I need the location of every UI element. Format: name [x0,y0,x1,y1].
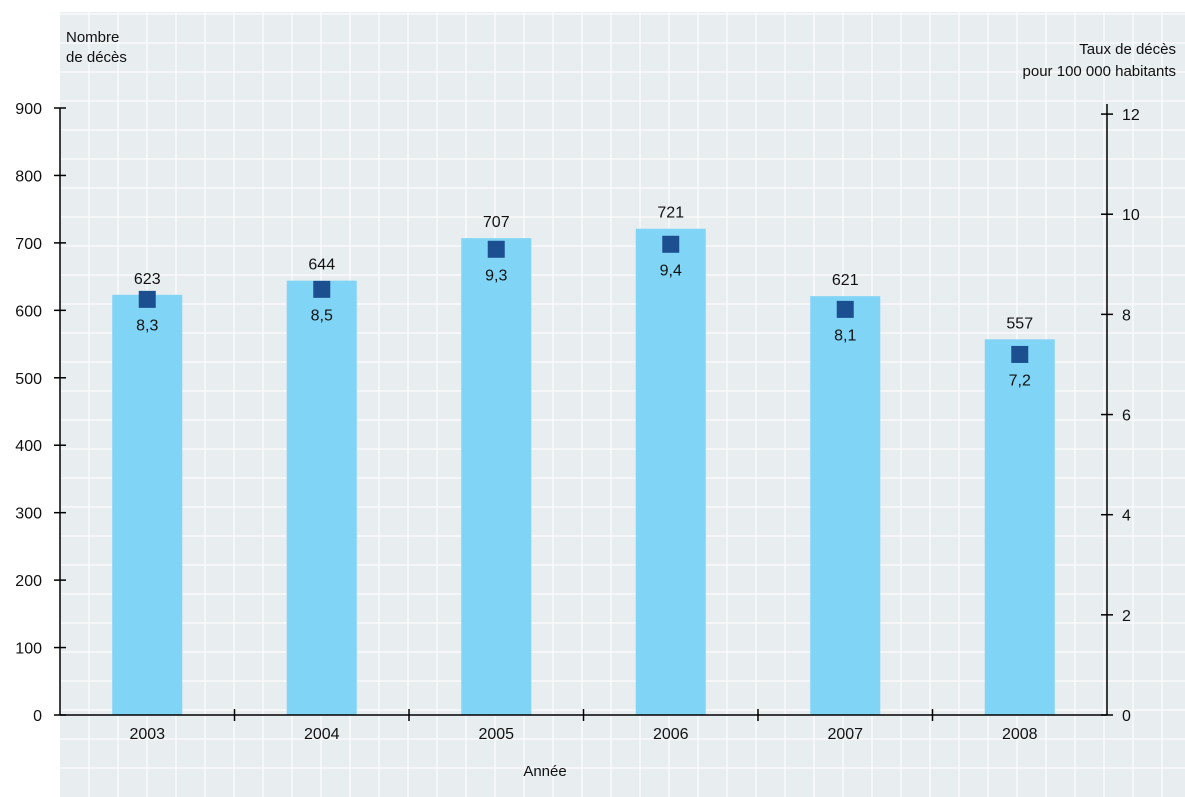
left-tick-label: 0 [33,708,42,725]
rate-markers: 8,3 8,5 9,3 9,4 8,1 7,2 [136,235,1031,389]
x-category-label: 2007 [827,726,863,743]
bar [286,280,357,715]
bars: 623 644 707 721 621 557 [112,205,1055,715]
rate-value-label: 8,3 [136,317,158,334]
left-axis-ticks: 0 100 200 300 400 500 600 700 800 900 [15,101,66,725]
x-category-label: 2005 [478,726,514,743]
left-tick-label: 300 [15,506,42,523]
left-axis-title-line1: Nombre [66,29,119,46]
x-axis-ticks: 2003 2004 2005 2006 2007 2008 [129,709,1038,743]
x-category-label: 2006 [653,726,689,743]
bar [984,339,1055,715]
rate-value-label: 9,4 [660,262,682,279]
right-tick-label: 10 [1122,207,1140,224]
bar-value-label: 707 [483,214,510,231]
left-tick-label: 500 [15,371,42,388]
left-tick-label: 400 [15,438,42,455]
bar-value-label: 721 [657,205,684,222]
rate-marker [662,235,680,253]
left-tick-label: 900 [15,101,42,118]
right-axis-title-line1: Taux de décès [1079,41,1176,58]
bar [112,294,183,715]
left-tick-label: 100 [15,641,42,658]
rate-marker [487,240,505,258]
x-category-label: 2008 [1002,726,1038,743]
rate-value-label: 8,5 [311,307,333,324]
bar-value-label: 621 [832,272,859,289]
bar-value-label: 623 [134,271,161,288]
right-tick-label: 12 [1122,107,1140,124]
right-axis-ticks: 0 2 4 6 8 10 12 [1101,107,1140,725]
right-tick-label: 2 [1122,608,1131,625]
bar [461,238,532,715]
x-category-label: 2003 [129,726,165,743]
bar-value-label: 644 [308,257,335,274]
right-tick-label: 0 [1122,708,1131,725]
x-category-label: 2004 [304,726,340,743]
rate-value-label: 9,3 [485,267,507,284]
rate-value-label: 7,2 [1009,372,1031,389]
x-axis-title: Année [523,763,566,780]
left-axis-title-line2: de décès [66,49,127,66]
rate-marker [313,280,331,298]
bar-value-label: 557 [1006,315,1033,332]
bar [810,296,881,715]
left-tick-label: 700 [15,236,42,253]
right-tick-label: 8 [1122,307,1131,324]
rate-marker [1011,345,1029,363]
rate-marker [138,290,156,308]
right-tick-label: 4 [1122,508,1131,525]
right-axis-title-line2: pour 100 000 habitants [1023,63,1176,80]
rate-marker [836,300,854,318]
bar [635,228,706,715]
left-tick-label: 600 [15,303,42,320]
left-tick-label: 200 [15,573,42,590]
left-tick-label: 800 [15,168,42,185]
rate-value-label: 8,1 [834,327,856,344]
right-tick-label: 6 [1122,408,1131,425]
